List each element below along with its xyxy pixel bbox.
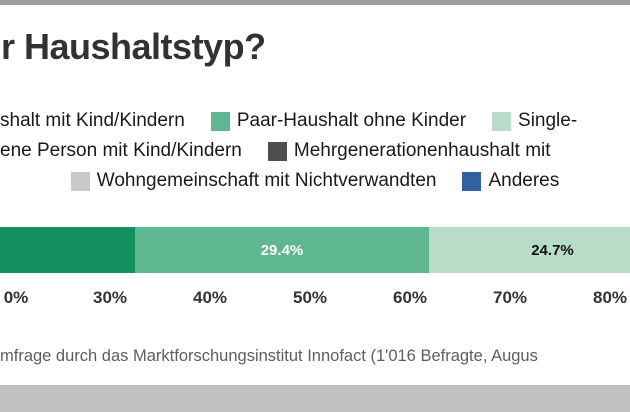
legend-item-label: ene Person mit Kind/Kindern (0, 140, 242, 161)
bottom-gray-band (0, 385, 630, 412)
legend-swatch-mehrgenerationenhaushalt (267, 141, 287, 161)
page-title: r Haushaltstyp? (1, 26, 266, 67)
x-axis: 0% 30% 40% 50% 60% 70% 80% (0, 288, 630, 310)
chart-legend: shalt mit Kind/Kindern Paar-Haushalt ohn… (0, 106, 630, 196)
legend-item-label: Wohngemeinschaft mit Nichtverwandten (96, 170, 437, 191)
legend-item-paar-mit-kindern: shalt mit Kind/Kindern (0, 110, 185, 132)
legend-item-label: Paar-Haushalt ohne Kinder (236, 110, 467, 131)
legend-row-2: ene Person mit Kind/Kindern Mehrgenerati… (0, 136, 630, 166)
legend-item-label: Anderes (488, 170, 560, 191)
stacked-bar: 29.4% 24.7% (0, 227, 630, 273)
legend-swatch-anderes (462, 171, 482, 191)
bar-segment-1 (0, 227, 135, 273)
x-axis-tick: 70% (492, 288, 528, 307)
x-axis-tick: 40% (192, 288, 228, 307)
legend-swatch-single (492, 111, 512, 131)
top-border (0, 0, 630, 5)
legend-item-person-mit-kindern: ene Person mit Kind/Kindern (0, 140, 242, 162)
legend-swatch-wohngemeinschaft (70, 171, 90, 191)
legend-item-mehrgenerationenhaushalt: Mehrgenerationenhaushalt mit (267, 140, 551, 162)
legend-item-label: Single- (518, 110, 578, 131)
x-axis-tick: 50% (292, 288, 328, 307)
legend-item-anderes: Anderes (462, 170, 559, 192)
bar-segment-3: 24.7% (429, 227, 630, 273)
x-axis-tick: 0% (3, 288, 29, 307)
x-axis-tick: 80% (592, 288, 628, 307)
legend-swatch-paar-ohne-kinder (210, 111, 230, 131)
bar-segment-2: 29.4% (135, 227, 429, 273)
legend-item-wohngemeinschaft: Wohngemeinschaft mit Nichtverwandten (70, 170, 437, 192)
x-axis-tick: 60% (392, 288, 428, 307)
legend-item-paar-ohne-kinder: Paar-Haushalt ohne Kinder (210, 110, 467, 132)
legend-item-label: shalt mit Kind/Kindern (0, 110, 185, 131)
source-note: mfrage durch das Marktforschungsinstitut… (0, 347, 538, 365)
bar-segment-label: 24.7% (531, 241, 574, 259)
legend-row-1: shalt mit Kind/Kindern Paar-Haushalt ohn… (0, 106, 630, 136)
legend-item-label: Mehrgenerationenhaushalt mit (293, 140, 551, 161)
bar-segment-label: 29.4% (260, 241, 304, 259)
legend-item-single: Single- (492, 110, 577, 132)
x-axis-tick: 30% (92, 288, 128, 307)
legend-row-3: Wohngemeinschaft mit Nichtverwandten And… (0, 166, 630, 196)
